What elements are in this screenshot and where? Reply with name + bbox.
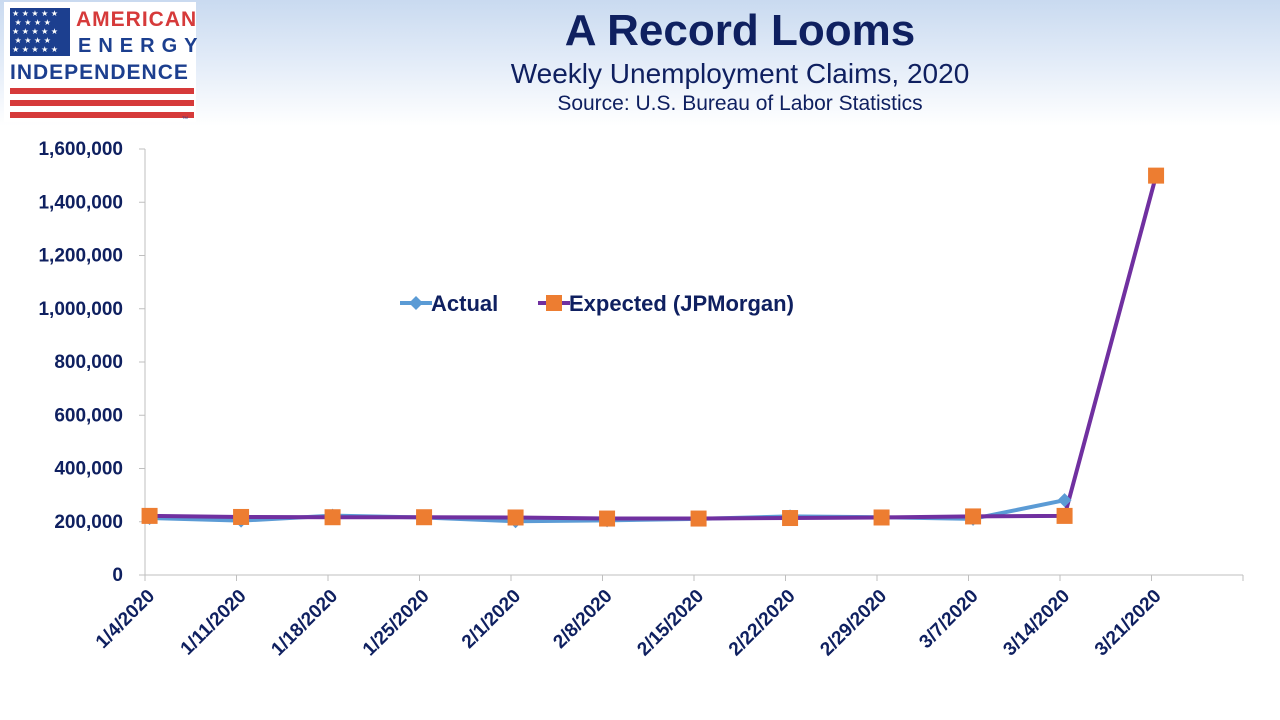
legend-marker-expected <box>546 295 562 311</box>
logo-trademark: TM <box>182 115 188 120</box>
expected-point <box>873 509 890 526</box>
legend-label-expected: Expected (JPMorgan) <box>569 291 794 316</box>
chart-series <box>141 167 1165 529</box>
line-chart: 0 200,000 400,000 600,000 800,000 1,000,000 1,… <box>38 139 1244 661</box>
logo-line-2: ENERGY <box>78 35 205 57</box>
y-tick-label: 1,400,000 <box>38 192 123 213</box>
y-tick-label: 1,600,000 <box>38 139 123 160</box>
x-tick-label: 1/4/2020 <box>92 586 159 653</box>
header-banner: ★ ★ ★ ★ ★ ★ ★ ★ ★ ★ ★ ★ ★ ★ ★ ★ ★ ★ ★ ★ … <box>0 0 1280 126</box>
y-tick-label: 600,000 <box>54 405 123 426</box>
chart-title: A Record Looms <box>564 6 916 55</box>
x-tick-label: 2/29/2020 <box>816 586 891 661</box>
x-tick-label: 3/7/2020 <box>915 586 982 653</box>
y-tick-label: 800,000 <box>54 352 123 373</box>
y-tick-label: 1,200,000 <box>38 246 123 267</box>
legend-label-actual: Actual <box>431 291 498 316</box>
expected-point <box>782 510 799 527</box>
x-tick-label: 2/8/2020 <box>549 586 616 653</box>
logo-line-1: AMERICAN <box>76 8 198 31</box>
x-tick-label: 1/18/2020 <box>267 586 342 661</box>
x-tick-label: 3/21/2020 <box>1091 586 1166 661</box>
expected-point <box>965 508 982 525</box>
actual-point <box>1057 493 1072 508</box>
x-tick-label: 2/22/2020 <box>725 586 800 661</box>
y-tick-label: 400,000 <box>54 459 123 480</box>
american-energy-independence-logo: ★ ★ ★ ★ ★ ★ ★ ★ ★ ★ ★ ★ ★ ★ ★ ★ ★ ★ ★ ★ … <box>4 2 198 122</box>
expected-point <box>1056 507 1073 524</box>
expected-point <box>599 510 616 527</box>
expected-point <box>324 509 341 526</box>
expected-point <box>690 510 707 527</box>
logo-stripe <box>10 88 194 94</box>
expected-point <box>141 507 158 524</box>
x-tick-label: 3/14/2020 <box>999 586 1074 661</box>
x-tick-label: 2/1/2020 <box>458 586 525 653</box>
legend-marker-actual <box>409 296 423 310</box>
chart-source: Source: U.S. Bureau of Labor Statistics <box>557 92 923 115</box>
expected-point <box>507 509 524 526</box>
expected-point <box>1148 167 1165 184</box>
series-line-expected <box>149 175 1159 521</box>
logo-stripe <box>10 112 194 118</box>
x-axis-ticks: 1/4/2020 1/11/2020 1/18/2020 1/25/2020 2/1/2… <box>92 575 1244 661</box>
chart-subtitle: Weekly Unemployment Claims, 2020 <box>510 58 970 89</box>
chart-legend: Actual Expected (JPMorgan) <box>400 291 794 316</box>
y-tick-label: 0 <box>112 565 123 586</box>
expected-point <box>233 508 250 525</box>
logo-line-3: INDEPENDENCE <box>10 61 189 84</box>
x-tick-label: 1/11/2020 <box>177 586 251 660</box>
x-tick-label: 2/15/2020 <box>633 586 708 661</box>
logo-stripe <box>10 100 194 106</box>
y-axis-ticks: 0 200,000 400,000 600,000 800,000 1,000,000 1,… <box>38 139 145 586</box>
expected-point <box>416 509 433 526</box>
x-tick-label: 1/25/2020 <box>359 586 434 661</box>
flag-icon: ★ ★ ★ ★ ★ ★ ★ ★ ★ ★ ★ ★ ★ ★ ★ ★ ★ ★ ★ ★ … <box>10 8 70 56</box>
y-tick-label: 200,000 <box>54 512 123 533</box>
y-tick-label: 1,000,000 <box>38 299 123 320</box>
